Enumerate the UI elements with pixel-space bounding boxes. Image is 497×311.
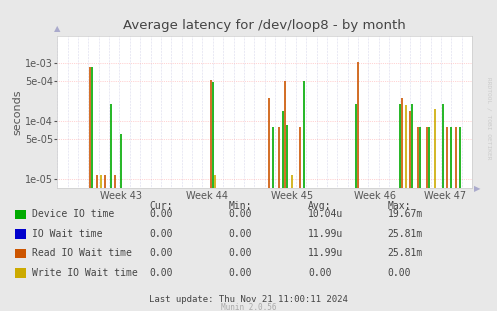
Text: 11.99u: 11.99u: [308, 229, 343, 239]
Text: Device IO time: Device IO time: [32, 209, 114, 219]
Text: 10.04u: 10.04u: [308, 209, 343, 219]
Text: 0.00: 0.00: [229, 209, 252, 219]
Text: 0.00: 0.00: [308, 268, 331, 278]
Text: Avg:: Avg:: [308, 201, 331, 211]
Text: 25.81m: 25.81m: [388, 229, 423, 239]
Text: 25.81m: 25.81m: [388, 248, 423, 258]
Text: ▲: ▲: [54, 24, 61, 33]
Text: 0.00: 0.00: [388, 268, 411, 278]
Text: 19.67m: 19.67m: [388, 209, 423, 219]
Text: ▶: ▶: [474, 184, 480, 193]
Text: 0.00: 0.00: [229, 229, 252, 239]
Y-axis label: seconds: seconds: [12, 89, 22, 135]
Text: 0.00: 0.00: [229, 248, 252, 258]
Text: 0.00: 0.00: [149, 268, 172, 278]
Text: Last update: Thu Nov 21 11:00:11 2024: Last update: Thu Nov 21 11:00:11 2024: [149, 295, 348, 304]
Text: Read IO Wait time: Read IO Wait time: [32, 248, 132, 258]
Text: 0.00: 0.00: [229, 268, 252, 278]
Text: RRDTOOL / TOBI OETIKER: RRDTOOL / TOBI OETIKER: [486, 77, 491, 160]
Text: 0.00: 0.00: [149, 209, 172, 219]
Text: 0.00: 0.00: [149, 248, 172, 258]
Text: Cur:: Cur:: [149, 201, 172, 211]
Text: Max:: Max:: [388, 201, 411, 211]
Text: Min:: Min:: [229, 201, 252, 211]
Text: Write IO Wait time: Write IO Wait time: [32, 268, 138, 278]
Title: Average latency for /dev/loop8 - by month: Average latency for /dev/loop8 - by mont…: [123, 19, 406, 32]
Text: 11.99u: 11.99u: [308, 248, 343, 258]
Text: Munin 2.0.56: Munin 2.0.56: [221, 303, 276, 311]
Text: 0.00: 0.00: [149, 229, 172, 239]
Text: IO Wait time: IO Wait time: [32, 229, 103, 239]
